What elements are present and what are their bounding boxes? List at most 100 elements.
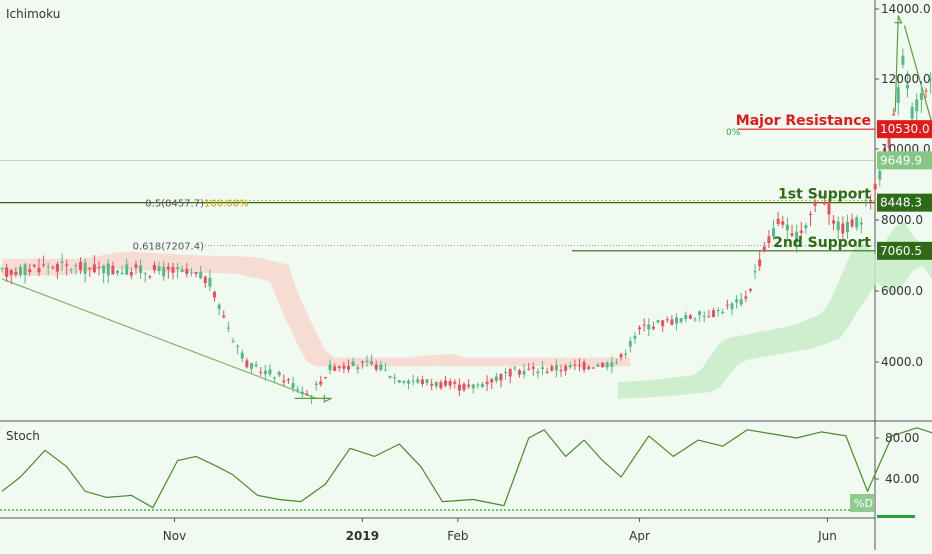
candle-body [84, 263, 87, 274]
candle-body [855, 217, 858, 227]
candle-body [416, 379, 419, 382]
candle-body [93, 264, 96, 272]
candle-body [800, 231, 803, 233]
candle-body [860, 223, 863, 225]
candle-body [666, 319, 669, 320]
candle-body [467, 385, 470, 387]
candle-body [379, 365, 382, 371]
candle-body [116, 270, 119, 273]
candle-body [88, 268, 91, 269]
candle-body [615, 363, 618, 364]
candle-body [241, 353, 244, 359]
candle-body [236, 346, 239, 347]
time-tick-label: Apr [629, 529, 650, 543]
candle-body [684, 315, 687, 319]
first-support-label: 1st Support [778, 187, 871, 203]
candle-body [130, 272, 133, 276]
candle-body [657, 320, 660, 322]
candle-body [319, 381, 322, 384]
candle-body [287, 379, 290, 380]
candle-body [324, 377, 327, 378]
candle-body [560, 370, 563, 371]
candle-body [754, 271, 757, 272]
candle-body [740, 299, 743, 304]
candle-body [532, 367, 535, 369]
candle-body [65, 264, 68, 265]
candle-body [638, 327, 641, 329]
candle-body [610, 362, 613, 367]
fib-05-label: 0.5(8457.7) [145, 199, 204, 210]
candle-body [717, 310, 720, 311]
candle-body [329, 365, 332, 370]
candle-body [846, 222, 849, 232]
candle-body [14, 272, 17, 275]
candle-body [292, 383, 295, 388]
candle-body [670, 320, 673, 325]
candle-body [721, 312, 724, 313]
candle-body [430, 384, 433, 386]
candle-body [925, 90, 928, 91]
candle-body [767, 236, 770, 243]
candle-body [878, 171, 881, 180]
first-support-price-value: 8448.3 [880, 196, 922, 210]
candle-body [259, 372, 262, 373]
candle-body [694, 319, 697, 320]
candle-body [107, 264, 110, 276]
candle-body [125, 264, 128, 274]
stoch-tick-label: 40.00 [885, 472, 919, 486]
candle-body [402, 381, 405, 383]
main-pane-title: Ichimoku [6, 7, 60, 21]
candle-body [458, 385, 461, 391]
candle-body [315, 384, 318, 385]
candle-body [181, 270, 184, 272]
candle-body [37, 268, 40, 273]
candle-body [647, 324, 650, 329]
candle-body [310, 397, 313, 398]
candle-body [232, 341, 235, 342]
candle-body [786, 225, 789, 231]
candle-body [167, 267, 170, 270]
candle-body [393, 377, 396, 378]
candle-body [185, 269, 188, 274]
resistance-price-value: 10530.0 [880, 122, 930, 136]
candle-body [841, 224, 844, 234]
candle-body [352, 361, 355, 366]
candle-body [490, 379, 493, 382]
candle-body [680, 318, 683, 322]
candle-body [61, 262, 64, 263]
candle-body [301, 392, 304, 394]
candle-body [268, 369, 271, 374]
candle-body [555, 365, 558, 370]
candle-body [342, 366, 345, 369]
candle-body [643, 325, 646, 326]
candle-body [874, 184, 877, 189]
candle-body [70, 270, 73, 271]
candle-body [305, 394, 308, 395]
candle-body [190, 272, 193, 273]
candle-body [536, 372, 539, 374]
candle-body [33, 265, 36, 266]
candle-body [851, 219, 854, 226]
candle-body [153, 265, 156, 270]
candle-body [596, 365, 599, 367]
candle-body [832, 220, 835, 223]
candle-body [758, 259, 761, 266]
candle-body [763, 247, 766, 252]
fib-0618-label: 0.618(7207.4) [133, 242, 205, 253]
candle-body [730, 303, 733, 309]
candle-body [629, 341, 632, 346]
candle-body [227, 328, 230, 329]
candle-body [426, 379, 429, 383]
candle-body [578, 365, 581, 366]
candle-body [550, 366, 553, 370]
candle-body [911, 107, 914, 119]
candle-body [24, 264, 27, 274]
candle-body [569, 365, 572, 367]
candle-body [915, 100, 918, 112]
candle-body [347, 366, 350, 370]
candle-body [837, 221, 840, 230]
candle-body [370, 361, 373, 364]
candle-body [398, 380, 401, 382]
